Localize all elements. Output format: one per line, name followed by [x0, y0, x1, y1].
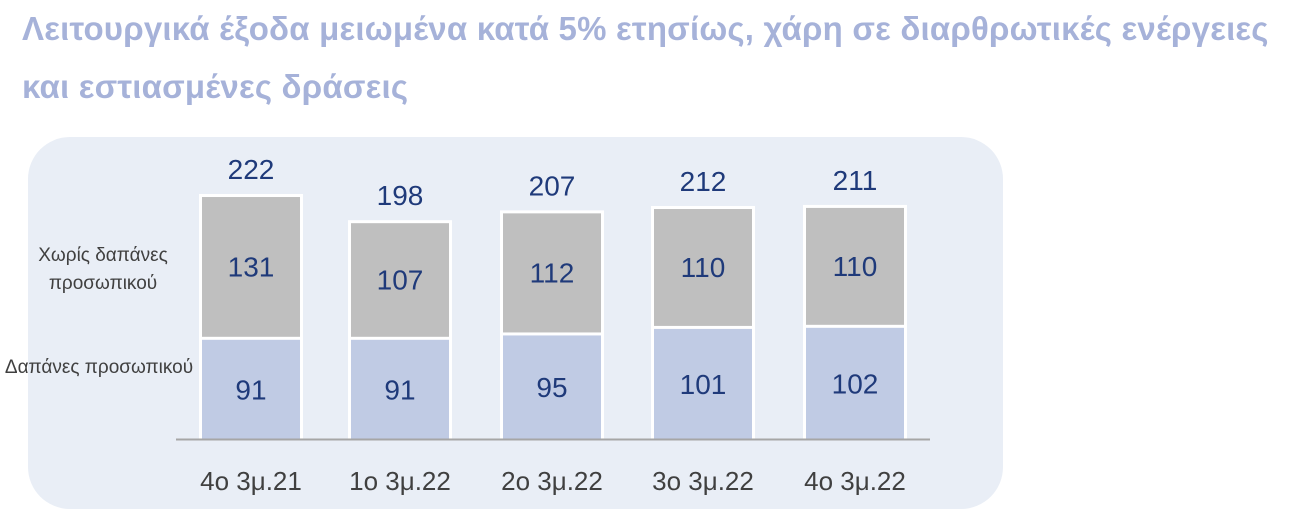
data-label-staff: 91	[384, 374, 415, 405]
data-label-non-staff: 112	[530, 257, 575, 288]
data-label-non-staff: 131	[228, 251, 275, 282]
x-tick-label: 3ο 3μ.22	[652, 466, 754, 496]
data-label-non-staff: 110	[681, 252, 726, 283]
data-label-total: 222	[228, 154, 275, 185]
x-tick-label: 2ο 3μ.22	[501, 466, 603, 496]
bar-segment-non-staff	[806, 207, 904, 325]
x-tick-label: 4ο 3μ.22	[804, 466, 906, 496]
data-label-non-staff: 107	[377, 264, 424, 295]
data-label-total: 212	[680, 166, 727, 197]
page-title: Λειτουργικά έξοδα μειωμένα κατά 5% ετησί…	[22, 10, 1269, 105]
bar-segment-non-staff	[654, 209, 752, 326]
bar-segment-non-staff	[351, 223, 449, 337]
bar-segment-non-staff	[503, 213, 601, 333]
data-label-total: 198	[377, 180, 424, 211]
legend-label-non-staff: Χωρίς δαπάνες προσωπικού	[38, 245, 168, 294]
x-tick-label: 1ο 3μ.22	[349, 466, 451, 496]
bar-segment-staff	[654, 328, 752, 439]
bar-segment-staff	[503, 335, 601, 439]
data-label-total: 207	[529, 170, 576, 201]
bar-segment-staff	[202, 339, 300, 439]
data-label-non-staff: 110	[833, 251, 878, 282]
bar-segment-non-staff	[202, 197, 300, 337]
data-label-staff: 102	[832, 368, 879, 399]
data-label-staff: 101	[680, 369, 727, 400]
x-tick-label: 4ο 3μ.21	[200, 466, 302, 496]
data-label-total: 211	[833, 165, 878, 196]
legend-label-staff: Δαπάνες προσωπικού	[4, 357, 194, 378]
bar-segment-staff	[806, 327, 904, 439]
data-label-staff: 91	[235, 374, 266, 405]
data-label-staff: 95	[536, 372, 567, 403]
bar-segment-staff	[351, 339, 449, 439]
